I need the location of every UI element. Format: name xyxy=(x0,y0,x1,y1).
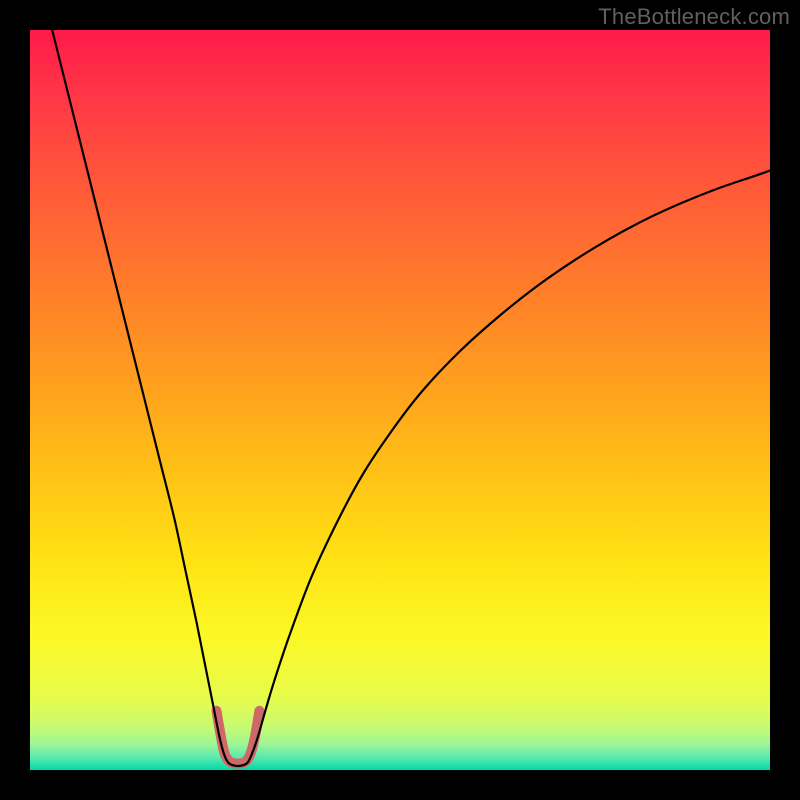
plot-background xyxy=(30,30,770,770)
watermark-text: TheBottleneck.com xyxy=(598,4,790,30)
chart-container: { "watermark": { "text": "TheBottleneck.… xyxy=(0,0,800,800)
bottleneck-curve-chart xyxy=(0,0,800,800)
